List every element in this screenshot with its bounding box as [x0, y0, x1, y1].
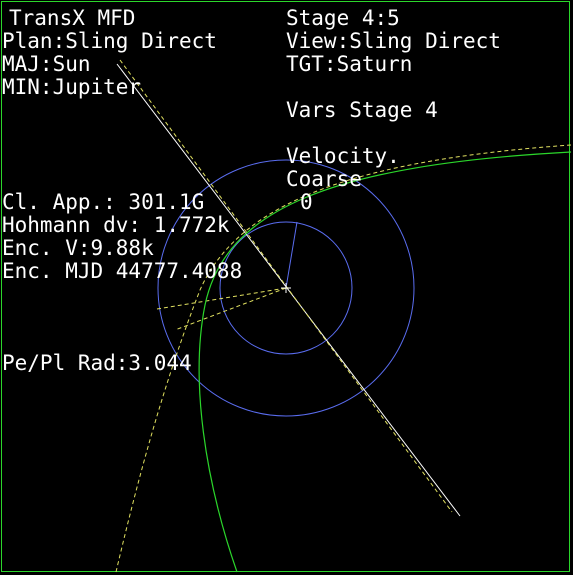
vars-mode-label: Coarse — [286, 167, 362, 191]
inner-orbit-circle — [219, 221, 353, 355]
vars-parameter-label: Velocity. — [286, 144, 400, 168]
periapsis-dashed-line — [156, 287, 287, 310]
encounter-velocity-readout: Enc. V:9.88k — [2, 236, 154, 260]
vars-value: 0 — [300, 190, 313, 214]
encounter-mjd-readout: Enc. MJD 44777.4088 — [2, 259, 243, 283]
stage-label: Stage 4:5 — [286, 6, 400, 30]
minor-body-label: MIN:Jupiter — [2, 75, 142, 99]
inbound-dashed-path — [115, 144, 572, 573]
velocity-vector — [285, 221, 298, 289]
escape-dashed-line — [174, 287, 287, 331]
outer-orbit-circle — [157, 159, 415, 417]
major-body-label: MAJ:Sun — [2, 52, 91, 76]
hohmann-dv-readout: Hohmann dv: 1.772k — [2, 213, 230, 237]
view-label: View:Sling Direct — [286, 29, 501, 53]
mfd-title: TransX MFD — [9, 6, 136, 30]
sun-direction-line — [116, 63, 461, 517]
vars-stage-label: Vars Stage 4 — [286, 98, 438, 122]
target-label: TGT:Saturn — [286, 52, 413, 76]
closest-approach-readout: Cl. App.: 301.1G — [2, 190, 205, 214]
plan-label: Plan:Sling Direct — [2, 29, 217, 53]
pe-pl-radius-readout: Pe/Pl Rad:3.044 — [2, 351, 192, 375]
hyperbolic-trajectory — [198, 151, 572, 573]
